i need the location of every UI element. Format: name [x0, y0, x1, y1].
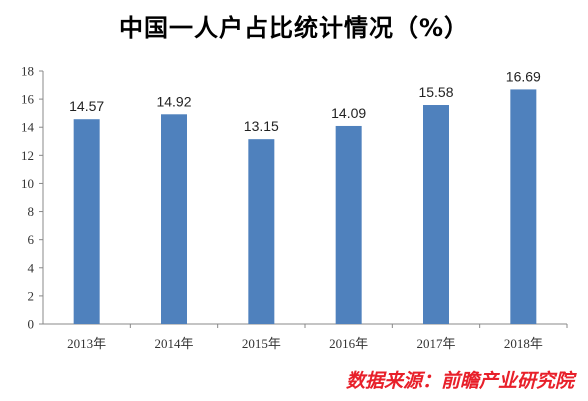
bar [161, 114, 187, 325]
chart-axes: 0 2 4 6 8 10 12 14 16 18 [21, 64, 568, 332]
y-tick-label: 14 [21, 120, 35, 135]
y-tick-label: 18 [21, 64, 34, 79]
y-tick-label: 4 [28, 260, 35, 275]
data-label: 14.09 [331, 105, 366, 121]
y-tick-label: 2 [28, 288, 35, 303]
y-tick-label: 10 [21, 176, 34, 191]
bar [510, 89, 537, 324]
bar [73, 119, 100, 324]
y-tick-label: 12 [21, 148, 34, 163]
y-tick-label: 8 [28, 204, 35, 219]
data-label: 13.15 [244, 118, 279, 134]
x-tick-label: 2015年 [242, 336, 281, 351]
x-tick-label: 2013年 [67, 336, 106, 351]
chart-bars [73, 89, 537, 325]
y-tick-label: 16 [21, 92, 35, 107]
bar [423, 105, 449, 325]
x-tick-label: 2014年 [154, 336, 193, 351]
bar [335, 125, 362, 325]
x-tick-label: 2017年 [416, 336, 455, 351]
y-tick-label: 0 [28, 317, 35, 332]
data-label: 14.57 [69, 98, 104, 114]
data-label: 15.58 [418, 84, 453, 100]
chart-labels: 14.57 2013年 14.92 2014年 13.15 2015年 14.09 2016年… [67, 68, 543, 351]
chart-title: 中国一人户占比统计情况（%） [118, 14, 470, 42]
data-source-note: 数据来源：前瞻产业研究院 [345, 370, 574, 392]
x-tick-label: 2018年 [504, 336, 543, 351]
data-label: 16.69 [506, 68, 541, 84]
bar [248, 139, 275, 324]
y-tick-label: 6 [28, 232, 35, 247]
x-tick-label: 2016年 [329, 336, 368, 351]
data-label: 14.92 [156, 93, 191, 109]
